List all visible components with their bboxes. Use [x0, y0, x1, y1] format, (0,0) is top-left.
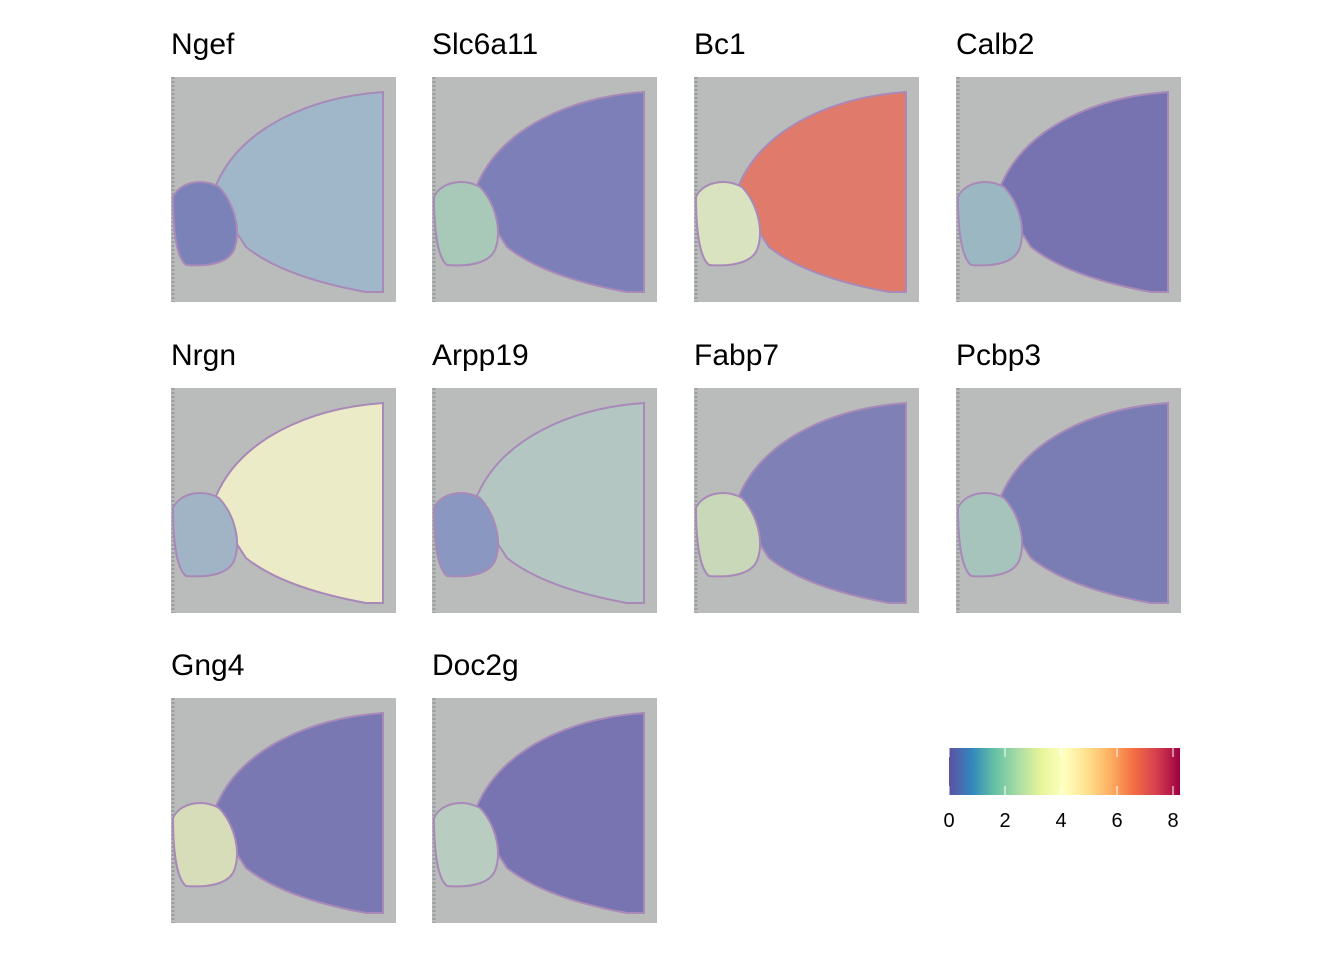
- tissue-panel: [694, 77, 919, 302]
- colorbar-tick-label: 0: [943, 810, 954, 832]
- tissue-body: [475, 711, 645, 914]
- colorbar: [949, 748, 1180, 795]
- tissue-body: [999, 90, 1169, 293]
- tissue-bulb: [956, 492, 1024, 578]
- tissue-body: [475, 401, 645, 604]
- panel-title: Slc6a11: [432, 28, 538, 61]
- panel-title: Nrgn: [171, 339, 236, 372]
- panel-title: Calb2: [956, 28, 1034, 61]
- panel-title: Arpp19: [432, 339, 529, 372]
- tissue-body: [999, 401, 1169, 604]
- tissue-panel: [956, 388, 1181, 613]
- tissue-panel: [432, 77, 657, 302]
- tissue-body: [737, 401, 907, 604]
- colorbar-tick-label: 4: [1055, 810, 1066, 832]
- tissue-panel: [694, 388, 919, 613]
- colorbar-tick-label: 6: [1111, 810, 1122, 832]
- colorbar-tick-label: 8: [1167, 810, 1178, 832]
- tissue-body: [214, 401, 384, 604]
- colorbar-tick-label: 2: [999, 810, 1010, 832]
- tissue-bulb: [171, 492, 239, 578]
- tissue-panel: [432, 698, 657, 923]
- tissue-bulb: [694, 181, 762, 267]
- tissue-bulb: [171, 181, 239, 267]
- panel-title: Fabp7: [694, 339, 779, 372]
- tissue-panel: [171, 77, 396, 302]
- tissue-panel: [956, 77, 1181, 302]
- tissue-panel: [171, 698, 396, 923]
- panel-title: Bc1: [694, 28, 746, 61]
- tissue-bulb: [171, 802, 239, 888]
- panel-title: Ngef: [171, 28, 235, 61]
- tissue-bulb: [432, 181, 500, 267]
- tissue-body: [475, 90, 645, 293]
- panel-title: Doc2g: [432, 649, 519, 682]
- tissue-panel: [171, 388, 396, 613]
- tissue-body: [214, 90, 384, 293]
- panel-title: Pcbp3: [956, 339, 1041, 372]
- tissue-bulb: [694, 492, 762, 578]
- tissue-bulb: [956, 181, 1024, 267]
- tissue-bulb: [432, 492, 500, 578]
- panel-title: Gng4: [171, 649, 244, 682]
- tissue-body: [214, 711, 384, 914]
- tissue-panel: [432, 388, 657, 613]
- tissue-bulb: [432, 802, 500, 888]
- tissue-body: [737, 90, 907, 293]
